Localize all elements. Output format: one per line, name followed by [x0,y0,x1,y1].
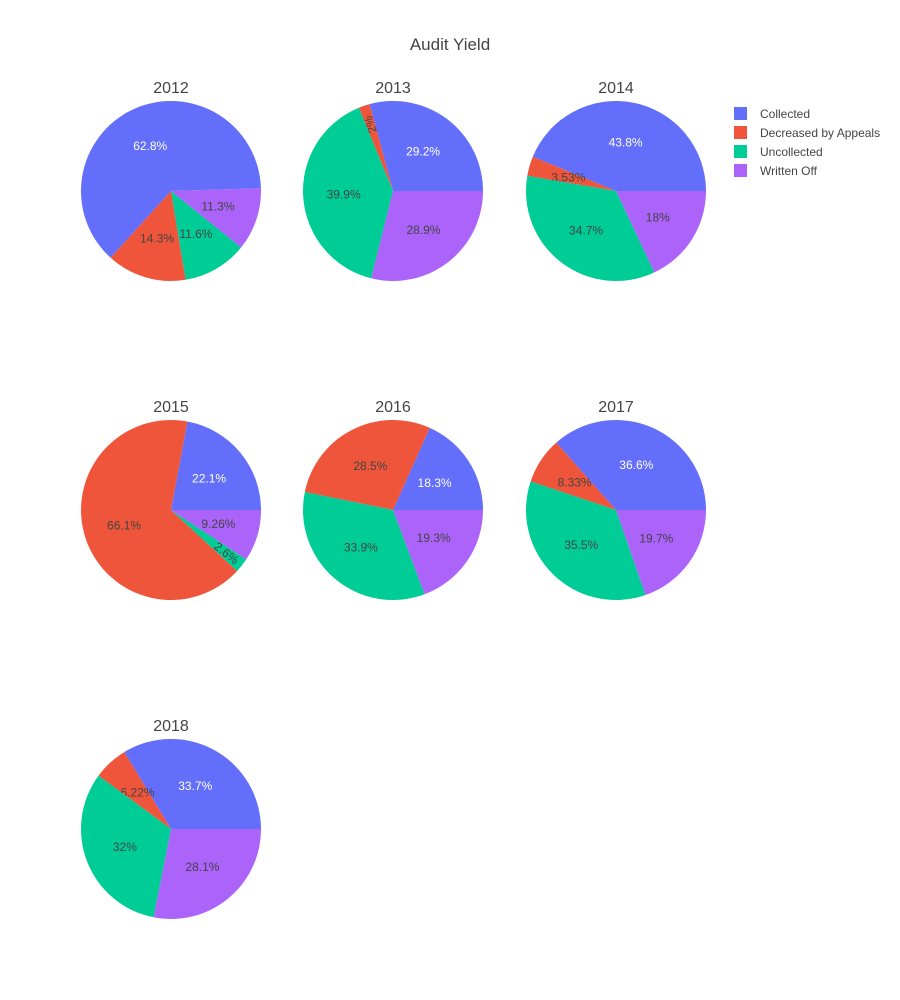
slice-2013-uncollected[interactable] [302,107,393,279]
data-label-2014-collected: 43.8% [609,135,643,149]
slice-2014-uncollected[interactable] [526,175,655,282]
slice-2015-written-off[interactable] [171,510,261,560]
data-label-2015-written-off: 9.26% [201,517,235,531]
data-label-2014-uncollected: 34.7% [569,223,603,237]
data-label-2017-decreased-by-appeals: 8.33% [558,476,592,490]
slice-2017-uncollected[interactable] [526,481,646,601]
slice-2012-decreased-by-appeals[interactable] [110,191,186,281]
data-label-2013-collected: 29.2% [406,145,440,159]
slice-2016-decreased-by-appeals[interactable] [304,419,430,510]
slice-2014-decreased-by-appeals[interactable] [527,156,616,191]
slice-2018-written-off[interactable] [153,829,261,919]
legend-label-uncollected: Uncollected [760,145,823,159]
pie-2018: 2018 33.7% 6.22% 32% 28.1% [81,718,261,919]
data-label-2018-decreased-by-appeals: 6.22% [121,785,155,799]
data-label-2017-written-off: 19.7% [639,532,673,546]
legend-label-written-off: Written Off [760,164,818,178]
slice-2012-collected[interactable] [81,100,261,258]
slice-2016-uncollected[interactable] [303,492,425,601]
legend-label-collected: Collected [760,107,810,121]
slice-2016-collected[interactable] [393,427,483,510]
data-label-2017-collected: 36.6% [619,458,653,472]
legend-swatch-collected [734,107,747,120]
chart-title: Audit Yield [410,35,490,54]
legend-item-written-off[interactable]: Written Off [734,164,818,178]
slice-2013-decreased-by-appeals[interactable] [358,104,393,191]
pie-title-2017: 2017 [598,399,634,416]
pie-title-2016: 2016 [375,399,411,416]
pie-title-2012: 2012 [153,80,189,97]
pie-2017: 2017 36.6% 8.33% 35.5% 19.7% [526,399,706,601]
data-label-2017-uncollected: 35.5% [564,538,598,552]
slice-2018-decreased-by-appeals[interactable] [98,752,171,829]
data-label-2016-decreased-by-appeals: 28.5% [353,459,387,473]
legend-swatch-written-off [734,164,747,177]
pie-2014: 2014 43.8% 3.53% 34.7% 18% [526,80,706,282]
pie-title-2015: 2015 [153,399,189,416]
legend[interactable]: Collected Decreased by Appeals Uncollected… [734,107,880,178]
data-label-2013-written-off: 28.9% [406,223,440,237]
data-label-2014-decreased-by-appeals: 3.53% [551,170,585,184]
slice-2018-uncollected[interactable] [81,775,171,918]
pie-title-2013: 2013 [375,80,411,97]
data-label-2015-decreased-by-appeals: 66.1% [107,519,141,533]
data-label-2012-decreased-by-appeals: 14.3% [140,231,174,245]
slice-2015-collected[interactable] [171,421,261,510]
slice-2018-collected[interactable] [124,739,261,829]
pie-title-2014: 2014 [598,80,634,97]
slice-2017-collected[interactable] [556,419,706,510]
data-label-2012-uncollected: 11.6% [179,227,212,241]
legend-item-uncollected[interactable]: Uncollected [734,145,823,159]
slice-2014-written-off[interactable] [616,191,706,273]
data-label-2013-uncollected: 39.9% [327,188,361,202]
legend-item-collected[interactable]: Collected [734,107,810,121]
data-label-2018-collected: 33.7% [178,779,212,793]
slice-2012-uncollected[interactable] [171,191,242,280]
pie-title-2018: 2018 [153,718,189,735]
slice-2016-written-off[interactable] [393,510,483,595]
legend-swatch-decreased-by-appeals [734,126,747,139]
pie-2016: 2016 18.3% 28.5% 33.9% 19.3% [303,399,483,601]
slice-2013-collected[interactable] [369,101,483,191]
data-label-2012-collected: 62.8% [133,139,167,153]
slice-2015-uncollected[interactable] [171,510,247,572]
slice-2017-decreased-by-appeals[interactable] [530,442,616,510]
data-label-2016-uncollected: 33.9% [344,541,378,555]
slice-2012-written-off[interactable] [171,188,261,248]
data-label-2016-written-off: 19.3% [417,531,451,545]
slice-2014-collected[interactable] [532,100,706,191]
pie-2012: 2012 62.8% 14.3% 11.6% 11.3% [81,80,261,281]
slice-2015-decreased-by-appeals[interactable] [80,420,238,600]
slice-2017-written-off[interactable] [616,510,706,596]
data-label-2015-collected: 22.1% [192,471,226,485]
legend-swatch-uncollected [734,145,747,158]
data-label-2018-uncollected: 32% [113,840,137,854]
data-label-2012-written-off: 11.3% [201,200,234,214]
slice-2013-written-off[interactable] [371,191,483,282]
legend-item-decreased-by-appeals[interactable]: Decreased by Appeals [734,126,880,140]
data-label-2018-written-off: 28.1% [185,860,219,874]
data-label-2014-written-off: 18% [646,211,670,225]
data-label-2016-collected: 18.3% [418,476,452,490]
legend-label-decreased-by-appeals: Decreased by Appeals [760,126,880,140]
